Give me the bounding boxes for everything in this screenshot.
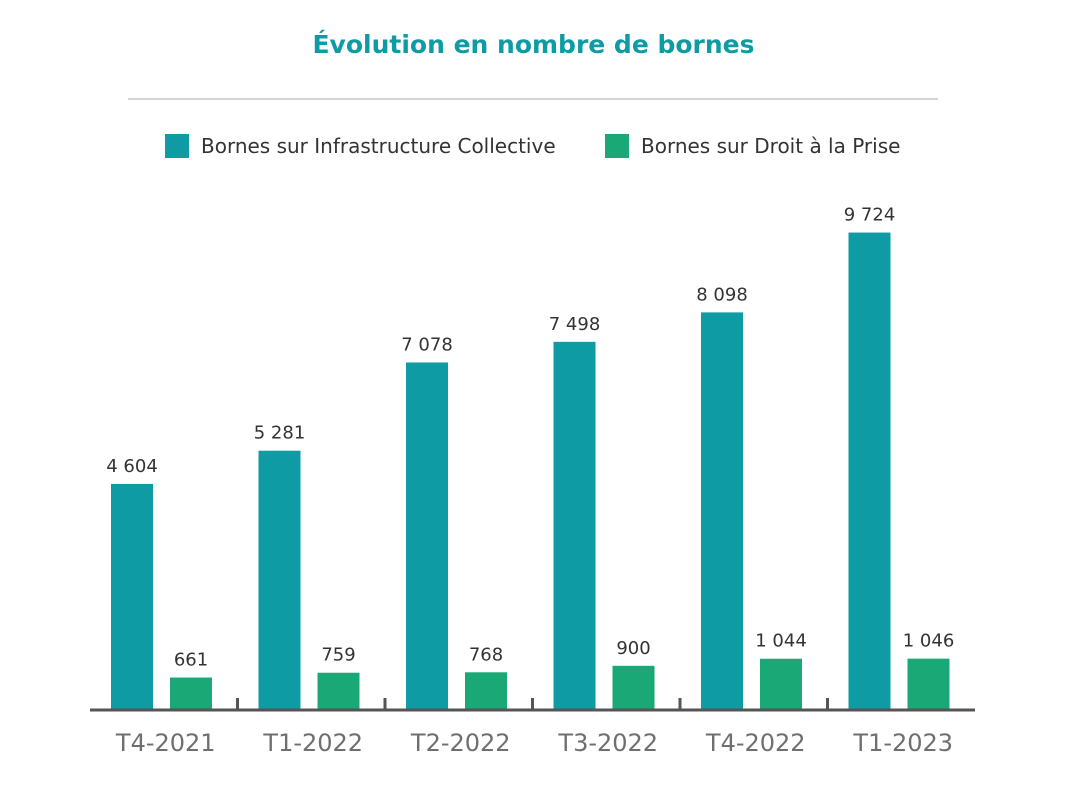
- legend-swatch: [605, 134, 629, 158]
- bar-series-1-T4-2022: [760, 658, 802, 710]
- legend-label: Bornes sur Infrastructure Collective: [201, 134, 556, 158]
- data-label: 4 604: [106, 456, 158, 477]
- bar-series-1-T4-2021: [170, 677, 212, 710]
- data-label: 661: [174, 650, 208, 671]
- data-label: 768: [469, 644, 503, 665]
- legend-swatch: [165, 134, 189, 158]
- bar-series-0-T1-2022: [258, 450, 301, 710]
- data-label: 759: [321, 645, 355, 666]
- data-label: 7 078: [401, 334, 453, 355]
- bar-series-1-T2-2022: [465, 672, 507, 710]
- data-label: 8 098: [696, 284, 748, 305]
- title-divider: [128, 98, 938, 100]
- bar-series-1-T1-2023: [907, 658, 950, 710]
- legend-item-infrastructure-collective: Bornes sur Infrastructure Collective: [165, 131, 556, 161]
- data-label: 1 044: [755, 631, 807, 652]
- bar-series-0-T2-2022: [406, 362, 448, 710]
- x-tick-label: T4-2022: [705, 729, 806, 757]
- data-label: 1 046: [903, 631, 955, 652]
- x-tick-label: T3-2022: [557, 729, 658, 757]
- data-label: 900: [616, 638, 650, 659]
- bar-series-0-T3-2022: [553, 341, 596, 710]
- x-tick-label: T1-2022: [262, 729, 363, 757]
- data-label: 9 724: [844, 205, 896, 226]
- x-tick-label: T1-2023: [852, 729, 953, 757]
- data-label: 7 498: [549, 314, 601, 335]
- bar-series-0-T4-2021: [111, 483, 153, 710]
- data-label: 5 281: [254, 423, 306, 444]
- bar-series-1-T3-2022: [612, 665, 655, 710]
- bar-series-0-T1-2023: [848, 232, 891, 710]
- legend-item-droit-a-la-prise: Bornes sur Droit à la Prise: [605, 131, 900, 161]
- bar-series-1-T1-2022: [317, 672, 360, 710]
- chart-title: Évolution en nombre de bornes: [312, 30, 755, 59]
- x-tick-label: T2-2022: [410, 729, 511, 757]
- bar-series-0-T4-2022: [701, 312, 743, 710]
- legend-label: Bornes sur Droit à la Prise: [641, 134, 901, 158]
- x-tick-label: T4-2021: [115, 729, 216, 757]
